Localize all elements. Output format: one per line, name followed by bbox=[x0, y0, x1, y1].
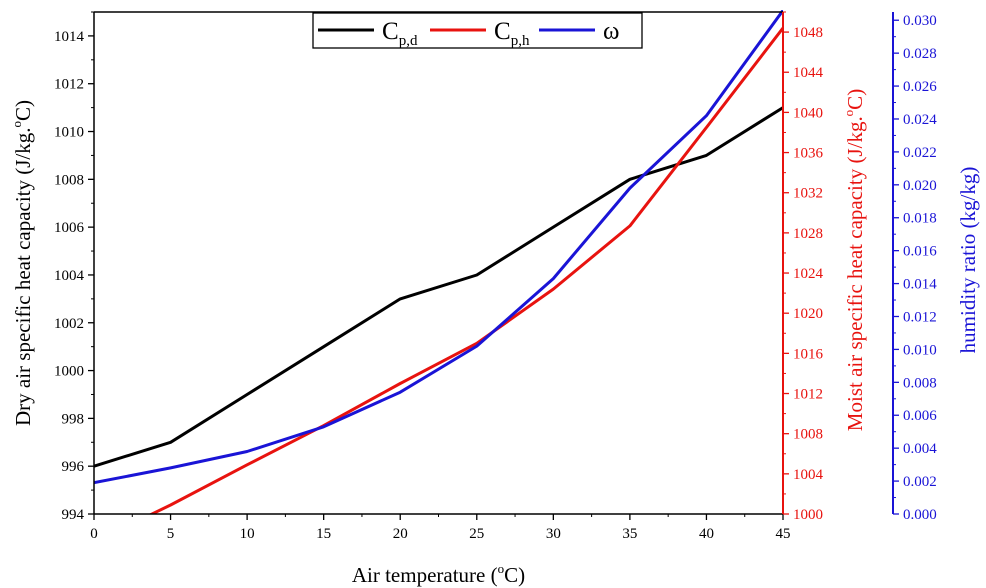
left-tick-label: 1012 bbox=[54, 77, 84, 93]
x-axis-label: Air temperature (oC) bbox=[352, 561, 525, 587]
right-moist-tick-label: 1040 bbox=[793, 105, 823, 121]
right-humidity-tick-label: 0.000 bbox=[903, 507, 937, 523]
right-humidity-tick-label: 0.006 bbox=[903, 408, 937, 424]
right-moist-tick-label: 1020 bbox=[793, 306, 823, 322]
right-moist-axis-label: Moist air specific heat capacity (J/kg.o… bbox=[841, 89, 867, 431]
legend-label: ω bbox=[603, 18, 619, 45]
series-line-Cph bbox=[148, 27, 783, 514]
x-tick-label: 45 bbox=[776, 526, 791, 542]
x-tick-label: 40 bbox=[699, 526, 714, 542]
left-tick-label: 996 bbox=[62, 459, 85, 475]
legend: Cp,d Cp,h ω bbox=[312, 12, 643, 49]
right-humidity-tick-label: 0.002 bbox=[903, 474, 937, 490]
left-tick-label: 1014 bbox=[54, 29, 85, 45]
left-tick-label: 1002 bbox=[54, 316, 84, 332]
left-axis-label: Dry air specific heat capacity (J/kg.oC) bbox=[9, 100, 35, 426]
series-line-Cpd bbox=[94, 106, 783, 468]
left-tick-label: 1008 bbox=[54, 172, 84, 188]
series-line- bbox=[94, 10, 783, 485]
x-tick-label: 35 bbox=[622, 526, 637, 542]
right-moist-tick-label: 1016 bbox=[793, 346, 824, 362]
axes-layer: 0 5 10 15 20 25 30 35 40 45 994 996 998 1000 1002 1004 1… bbox=[54, 11, 937, 542]
right-humidity-tick-label: 0.008 bbox=[903, 375, 937, 391]
right-moist-tick-label: 1028 bbox=[793, 226, 823, 242]
right-humidity-tick-label: 0.004 bbox=[903, 441, 937, 457]
legend-label: Cp,d bbox=[382, 18, 418, 49]
right-humidity-axis-label: humidity ratio (kg/kg) bbox=[956, 167, 980, 354]
x-tick-label: 0 bbox=[90, 526, 98, 542]
right-moist-tick-label: 1000 bbox=[793, 507, 823, 523]
right-moist-tick-label: 1024 bbox=[793, 266, 824, 282]
right-humidity-tick-label: 0.026 bbox=[903, 79, 937, 95]
legend-label: Cp,h bbox=[494, 18, 530, 49]
x-tick-label: 15 bbox=[316, 526, 331, 542]
right-moist-tick-label: 1036 bbox=[793, 146, 824, 162]
right-moist-tick-label: 1044 bbox=[793, 65, 824, 81]
right-humidity-tick-label: 0.022 bbox=[903, 145, 937, 161]
x-tick-label: 10 bbox=[240, 526, 255, 542]
x-tick-label: 5 bbox=[167, 526, 175, 542]
left-tick-label: 998 bbox=[62, 411, 85, 427]
left-tick-label: 1004 bbox=[54, 268, 85, 284]
right-humidity-tick-label: 0.010 bbox=[903, 342, 937, 358]
left-tick-label: 1010 bbox=[54, 125, 84, 141]
left-tick-label: 994 bbox=[62, 507, 85, 523]
right-humidity-tick-label: 0.024 bbox=[903, 112, 937, 128]
right-moist-tick-label: 1008 bbox=[793, 427, 823, 443]
right-humidity-tick-label: 0.014 bbox=[903, 277, 937, 293]
right-humidity-tick-label: 0.012 bbox=[903, 309, 937, 325]
right-humidity-tick-label: 0.020 bbox=[903, 178, 937, 194]
x-tick-label: 30 bbox=[546, 526, 561, 542]
right-moist-tick-label: 1048 bbox=[793, 25, 823, 41]
right-moist-tick-label: 1012 bbox=[793, 387, 823, 403]
series-layer bbox=[94, 10, 783, 514]
right-moist-tick-label: 1032 bbox=[793, 186, 823, 202]
right-humidity-tick-label: 0.028 bbox=[903, 46, 937, 62]
right-humidity-tick-label: 0.030 bbox=[903, 13, 937, 29]
x-tick-label: 25 bbox=[469, 526, 484, 542]
right-humidity-tick-label: 0.016 bbox=[903, 244, 937, 260]
left-tick-label: 1000 bbox=[54, 364, 84, 380]
right-moist-tick-label: 1004 bbox=[793, 467, 824, 483]
right-humidity-tick-label: 0.018 bbox=[903, 211, 937, 227]
x-tick-label: 20 bbox=[393, 526, 408, 542]
axis-labels: Air temperature (oC) Dry air specific hea… bbox=[9, 89, 980, 587]
left-tick-label: 1006 bbox=[54, 220, 85, 236]
